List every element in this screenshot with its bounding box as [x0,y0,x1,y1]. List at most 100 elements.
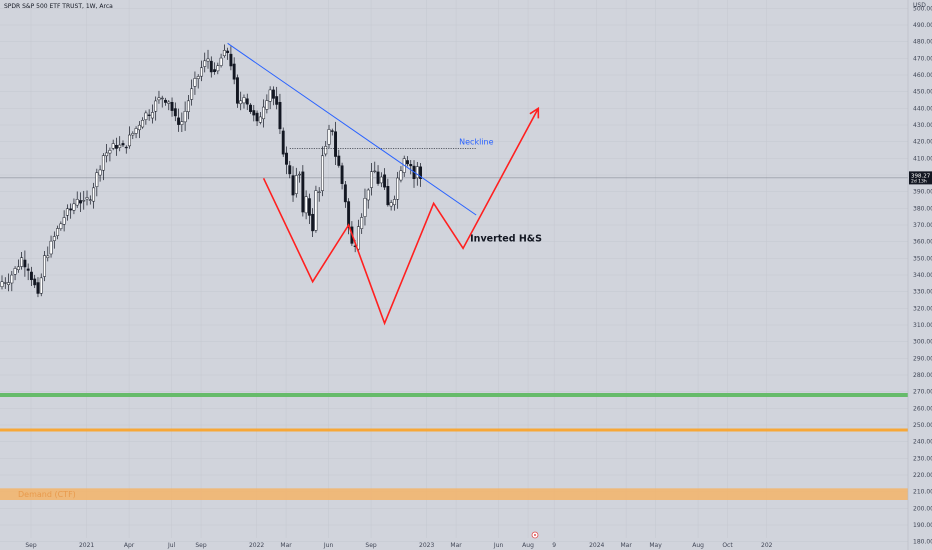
candle-body [288,165,292,175]
price-tick-label: 360.00 [913,239,932,246]
candle-body [366,189,370,201]
time-tick-label: 2022 [249,542,264,549]
candle [20,252,24,270]
candle-body [75,199,79,206]
candle-body [409,164,413,167]
candle [396,171,400,209]
demand-zone [0,488,908,500]
candle [101,153,105,181]
candle [72,198,76,215]
candle-body [141,120,145,128]
candle [386,178,390,207]
candle [36,277,40,298]
candle [383,168,387,191]
candle [29,266,33,287]
candle-body [167,101,171,104]
candle-body [180,121,184,125]
candle [39,273,43,297]
price-tick-label: 310.00 [913,322,932,329]
candle-body [301,171,305,213]
candle [144,110,148,125]
candle [177,108,181,132]
candle [301,165,305,217]
candle-body [278,101,282,130]
candle [7,273,10,292]
candle [262,99,266,128]
candle-body [98,169,102,176]
candle [180,112,184,132]
candle [288,160,292,179]
candle [59,221,63,231]
candle [115,137,118,156]
time-tick-label: Jul [167,542,176,549]
candle [389,199,393,211]
time-tick-label: Mar [620,542,632,549]
price-axis[interactable]: USD 500.00 490.00 480.00 470.00 460.00 450.00… [913,2,932,546]
candle [23,250,27,277]
candle [213,62,217,75]
candle-body [0,281,4,287]
candle-body [56,228,60,236]
price-tick-label: 440.00 [913,105,932,112]
candle-body [108,150,112,154]
candle [190,79,194,106]
price-tick-label: 180.00 [913,539,932,546]
candle [13,266,17,281]
candle [164,97,167,106]
candle-body [265,100,269,110]
last-price-badge: 398.27 2d 13h [909,171,932,185]
time-axis[interactable]: Sep 2021 Apr Jul Sep 2022 Mar Jun Sep 2023 Mar Jun A… [25,542,772,549]
candle-body [222,50,226,57]
candle [200,60,203,82]
time-tick-label: Aug [692,542,704,549]
candle-body [150,112,154,119]
price-tick-label: 470.00 [913,55,932,62]
candle-body [235,77,239,104]
last-price-badge-bg [909,171,932,185]
candle-body [343,184,347,203]
drawings[interactable] [227,42,540,326]
candle-body [124,146,128,149]
candle-body [43,255,46,277]
candle-body [317,191,321,193]
candle [229,46,233,71]
candle-body [376,171,380,184]
pattern-label: Inverted H&S [470,233,542,244]
candle [271,86,275,106]
support-zones [0,393,908,500]
time-tick-label: Sep [25,542,37,549]
candle [334,121,337,165]
candle-body [399,170,403,181]
candle-body [389,202,393,207]
candle-body [252,110,256,116]
price-tick-label: 290.00 [913,355,932,362]
candle-body [101,155,105,171]
price-tick-label: 420.00 [913,139,932,146]
candle-body [118,144,122,148]
candle [49,235,53,258]
candle [285,146,288,175]
candle [379,172,383,188]
candle-body [245,98,249,105]
candle [160,95,164,108]
price-tick-label: 260.00 [913,405,932,412]
candle-body [20,257,24,267]
candle-body [363,198,367,217]
candle [137,121,141,139]
time-tick-label: May [649,542,662,549]
candle-body [415,166,419,179]
candle [376,165,380,186]
price-tick-label: 220.00 [913,472,932,479]
candle-body [59,223,63,229]
candle-body [242,97,246,104]
annotations: Neckline Inverted H&S Demand (CTF) [18,137,542,499]
candle [203,52,207,73]
candle [196,74,200,89]
candle-body [419,166,423,179]
candle-body [373,170,377,173]
candle-body [144,112,148,120]
candle [373,161,377,174]
candle [46,246,50,262]
